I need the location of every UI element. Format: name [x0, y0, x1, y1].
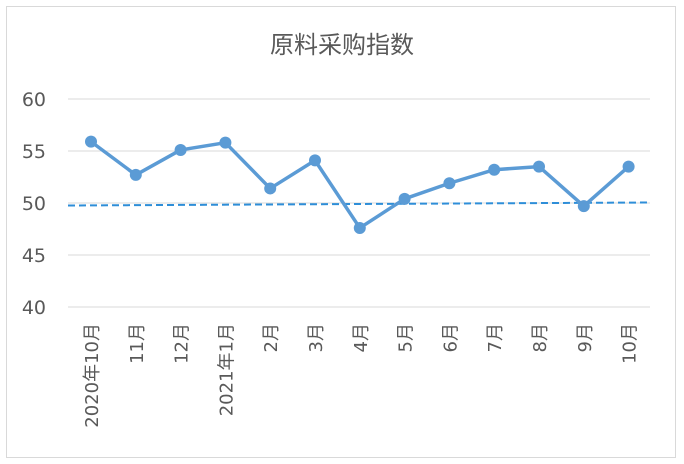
y-tick-label: 40: [22, 297, 46, 319]
data-point: [488, 163, 501, 176]
x-tick-label: 3月: [306, 323, 327, 352]
y-axis-ticks: 40 45 50 55 60: [22, 89, 46, 319]
data-point: [309, 154, 321, 167]
series-line: [89, 139, 631, 230]
x-tick-label: 2021年1月: [216, 323, 237, 416]
x-tick-label: 7月: [485, 323, 506, 352]
data-point: [577, 200, 590, 213]
chart-title: 原料采购指数: [270, 31, 414, 59]
x-tick-label: 10月: [620, 323, 641, 364]
data-point: [264, 182, 277, 195]
x-tick-label: 2020年10月: [82, 323, 103, 428]
gridlines: [68, 98, 650, 308]
x-tick-label: 12月: [172, 323, 193, 364]
x-tick-label: 5月: [396, 323, 417, 352]
chart-frame: [6, 6, 676, 458]
x-axis-ticks: 2020年10月 11月 12月 2021年1月 2月 3月 4月 5月 6月 7月 8月 9月 10月: [82, 323, 641, 428]
data-point: [353, 221, 366, 234]
data-point: [129, 168, 142, 181]
y-tick-label: 45: [22, 245, 46, 267]
data-point: [622, 160, 635, 173]
reference-line-layer: [67, 201, 651, 207]
data-point: [174, 143, 187, 156]
x-tick-label: 2月: [261, 323, 282, 352]
x-tick-label: 4月: [351, 323, 372, 352]
x-tick-label: 9月: [575, 323, 596, 352]
series-layer: [85, 135, 635, 234]
x-tick-label: 11月: [127, 323, 148, 364]
data-point: [219, 136, 232, 149]
y-tick-label: 60: [22, 89, 46, 111]
x-tick-label: 8月: [530, 323, 551, 352]
y-tick-label: 55: [22, 141, 46, 163]
data-point: [398, 192, 411, 205]
data-point: [443, 177, 456, 190]
data-point: [533, 160, 545, 173]
reference-line: [67, 201, 651, 207]
y-tick-label: 50: [22, 193, 46, 215]
data-point: [85, 135, 97, 148]
x-tick-label: 6月: [440, 323, 461, 352]
